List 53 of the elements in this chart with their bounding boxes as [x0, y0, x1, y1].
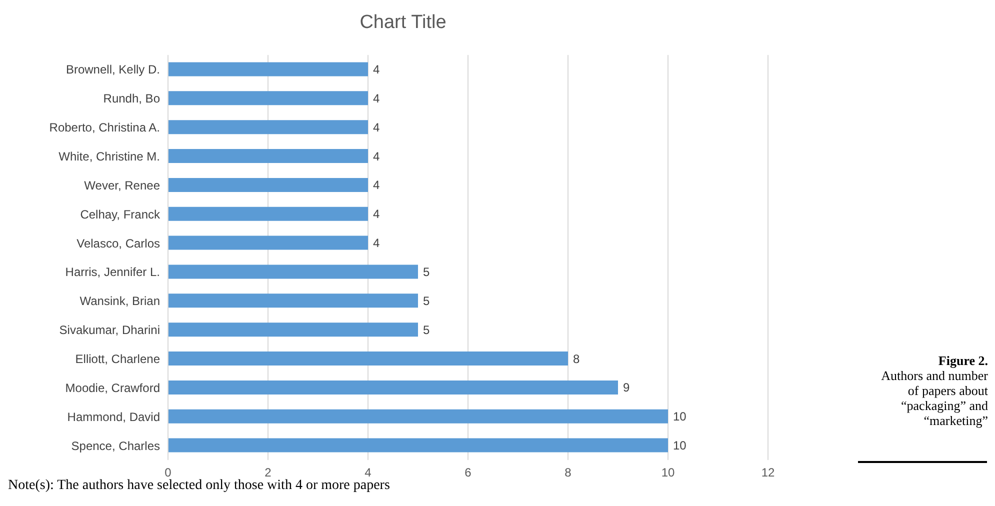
data-label: 9 — [623, 380, 630, 395]
x-tick-label: 12 — [761, 466, 775, 480]
x-tick-label: 6 — [464, 466, 472, 480]
bar — [168, 62, 368, 76]
data-label: 5 — [423, 264, 430, 279]
y-tick-label: Moodie, Crawford — [65, 380, 160, 395]
bar — [168, 322, 418, 337]
data-label: 5 — [423, 294, 430, 308]
data-label: 4 — [373, 207, 380, 222]
y-tick-label: White, Christine M. — [58, 150, 160, 164]
bar — [168, 178, 368, 192]
text: Authors and number of papers about “packaging” and “marketing” — [880, 368, 988, 428]
text: Note(s): The authors have selected only those with 4 or more papers — [8, 478, 390, 494]
y-tick-label: Wever, Renee — [84, 178, 160, 192]
data-label: 4 — [373, 62, 380, 76]
y-tick-label: Spence, Charles — [71, 438, 160, 453]
bar — [168, 120, 368, 134]
y-tick-label: Brownell, Kelly D. — [66, 62, 160, 77]
bar — [168, 438, 668, 452]
x-tick-label: 2 — [264, 466, 272, 480]
bar — [168, 206, 368, 221]
data-label: 4 — [373, 178, 380, 192]
bar — [168, 409, 668, 424]
data-label: 4 — [373, 149, 380, 164]
y-tick-label: Elliott, Charlene — [75, 352, 160, 366]
bar — [168, 91, 368, 106]
data-label: 8 — [573, 352, 580, 366]
x-tick-label: 8 — [564, 466, 572, 480]
x-tick-label: 4 — [364, 466, 372, 480]
y-tick-label: Rundh, Bo — [103, 92, 160, 106]
bar — [168, 236, 368, 250]
x-tick-label: 0 — [164, 466, 172, 480]
chart-title: Chart Title — [358, 11, 448, 35]
y-tick-label: Velasco, Carlos — [76, 236, 160, 250]
caption: Figure 2. — [937, 353, 988, 368]
bar — [168, 294, 418, 308]
y-tick-label: Wansink, Brian — [80, 294, 160, 308]
y-tick-label: Hammond, David — [67, 410, 160, 424]
data-label: 4 — [373, 120, 380, 134]
data-label: 5 — [423, 322, 430, 337]
bar — [168, 352, 568, 366]
y-tick-label: Roberto, Christina A. — [49, 120, 160, 135]
data-label: 10 — [673, 438, 687, 453]
y-tick-label: Celhay, Franck — [80, 207, 161, 222]
data-label: 4 — [373, 91, 380, 106]
bar — [168, 264, 418, 279]
y-tick-label: Harris, Jennifer L. — [65, 265, 160, 280]
bar — [168, 149, 368, 164]
x-tick-label: 10 — [661, 466, 675, 480]
data-label: 4 — [373, 236, 380, 250]
data-label: 10 — [673, 410, 687, 424]
y-tick-label: Sivakumar, Dharini — [59, 323, 160, 338]
bar — [168, 380, 618, 394]
